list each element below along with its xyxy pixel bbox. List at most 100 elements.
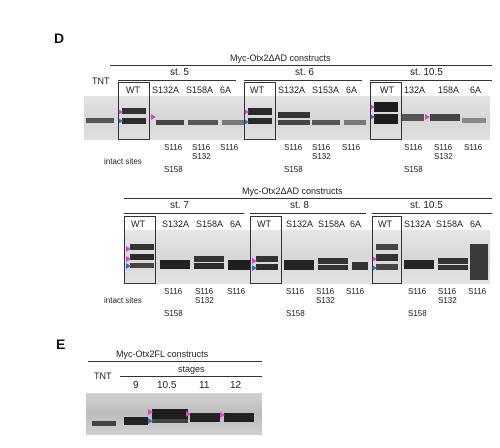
site: S116: [195, 287, 214, 296]
band: [122, 118, 146, 124]
marker-blue: [148, 418, 153, 424]
band-tnt: [92, 421, 116, 426]
marker-magenta: [126, 246, 131, 252]
bottom-construct-title: Myc-Otx2ΔAD constructs: [242, 186, 343, 196]
bottom-title-rule: [124, 198, 492, 199]
site: S158: [404, 165, 423, 174]
band: [130, 244, 154, 250]
site: S116: [468, 287, 487, 296]
marker-magenta: [372, 256, 377, 262]
band: [256, 264, 278, 270]
top-wt-box-3: [370, 82, 402, 140]
bottom-stage-rule-2: [250, 213, 366, 214]
site: S158: [164, 309, 183, 318]
marker-blue: [118, 118, 123, 124]
band: [190, 413, 220, 422]
band: [122, 108, 146, 114]
site: S116: [312, 143, 331, 152]
band: [228, 260, 250, 270]
top-lane-3-4: 6A: [470, 85, 482, 95]
e-stage-4: 12: [230, 380, 242, 391]
bottom-lane-2-3: S158A: [318, 219, 346, 229]
top-lane-3-2: 132A: [404, 85, 426, 95]
e-stage-1: 9: [133, 380, 139, 391]
band: [194, 263, 224, 269]
band: [374, 102, 398, 112]
band: [224, 413, 254, 422]
marker-blue: [370, 114, 375, 120]
site: S132: [312, 152, 331, 161]
top-title-rule: [110, 65, 492, 66]
band: [430, 114, 460, 121]
top-lane-1-4: 6A: [220, 85, 232, 95]
site: S116: [192, 143, 211, 152]
top-lane-1-2: S132A: [152, 85, 180, 95]
marker-magenta: [220, 412, 225, 418]
e-stage-2: 10.5: [157, 380, 177, 391]
top-intact-label: intact sites: [104, 157, 142, 166]
band: [462, 118, 486, 123]
site: S132: [438, 296, 457, 305]
site: S116: [408, 287, 427, 296]
band: [194, 256, 224, 262]
site: S116: [438, 287, 457, 296]
band: [188, 120, 218, 125]
marker-magenta: [252, 258, 257, 264]
bottom-lane-2-4: 6A: [350, 219, 362, 229]
site: S158: [284, 165, 303, 174]
bottom-lane-3-2: S132A: [404, 219, 432, 229]
marker-magenta: [148, 409, 153, 415]
site: S116: [220, 143, 239, 152]
e-stage-3: 11: [199, 380, 210, 391]
band: [376, 264, 398, 270]
site: S132: [192, 152, 211, 161]
bottom-lane-1-2: S132A: [162, 219, 190, 229]
marker-magenta: [151, 114, 156, 120]
bottom-stage-rule-3: [372, 213, 492, 214]
marker-magenta: [244, 109, 249, 115]
bottom-lane-2-1: WT: [257, 219, 271, 229]
band: [376, 254, 398, 261]
top-lane-3-3: 158A: [438, 85, 460, 95]
band: [222, 120, 244, 125]
site: S116: [227, 287, 246, 296]
band: [404, 260, 434, 269]
e-stages-rule: [120, 376, 262, 377]
e-blot-bands: [92, 409, 254, 426]
band: [248, 118, 272, 124]
bottom-lane-3-3: S158A: [436, 219, 464, 229]
band: [402, 114, 424, 121]
site: S116: [404, 143, 423, 152]
band-tnt: [86, 118, 114, 123]
top-lane-3-1: WT: [380, 85, 394, 95]
band: [130, 254, 154, 260]
bottom-intact-label: intact sites: [104, 296, 142, 305]
band: [352, 262, 368, 270]
bottom-lane-1-3: S158A: [196, 219, 224, 229]
e-tnt-label: TNT: [94, 371, 112, 381]
bottom-lane-1-4: 6A: [230, 219, 242, 229]
bottom-lane-1-1: WT: [131, 219, 145, 229]
marker-magenta: [126, 256, 131, 262]
bottom-wt-box-3: [372, 216, 402, 284]
bottom-stage-2: st. 8: [290, 200, 309, 211]
band: [374, 114, 398, 124]
site: S158: [286, 309, 305, 318]
top-lane-2-3: S153A: [312, 85, 340, 95]
top-lane-2-1: WT: [250, 85, 264, 95]
bottom-blot-bands: [126, 244, 488, 280]
site: S116: [286, 287, 305, 296]
marker-blue: [244, 119, 249, 125]
band: [438, 265, 468, 270]
site: S116: [164, 287, 183, 296]
top-construct-title: Myc-Otx2ΔAD constructs: [230, 53, 331, 63]
top-stage-rule-2: [244, 80, 362, 81]
bottom-stage-1: st. 7: [170, 200, 189, 211]
band: [344, 120, 366, 125]
band: [438, 258, 468, 264]
top-stage-2: st. 6: [295, 67, 314, 78]
site: S132: [316, 296, 335, 305]
panel-e-letter: E: [56, 336, 66, 352]
bottom-stage-rule-1: [124, 213, 244, 214]
e-stages-label: stages: [178, 364, 205, 374]
